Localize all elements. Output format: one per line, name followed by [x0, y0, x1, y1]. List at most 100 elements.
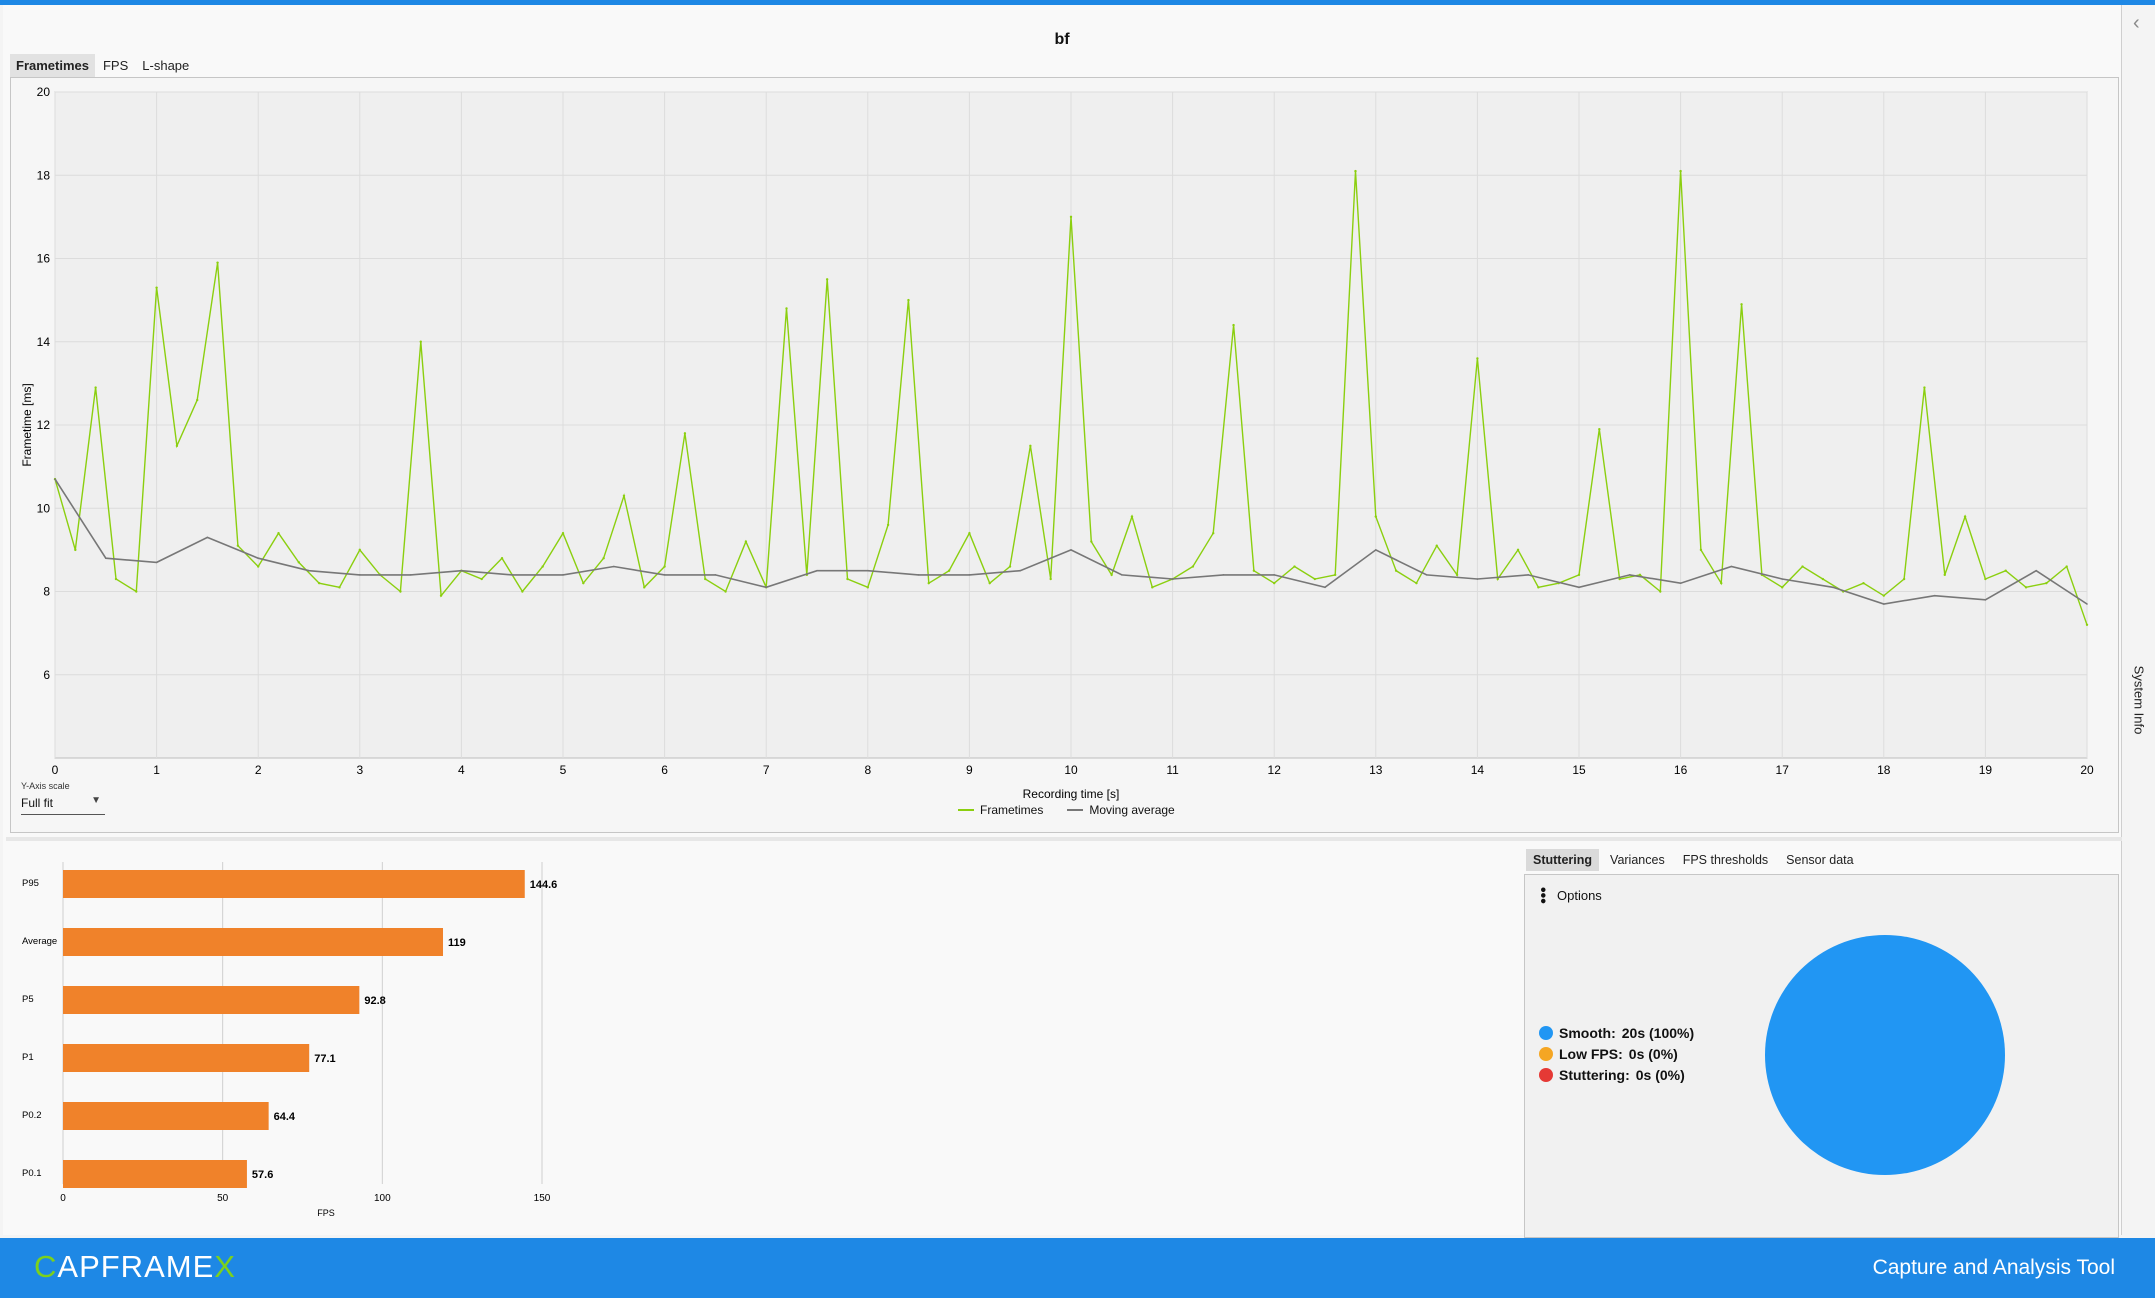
moving-average-point: [1578, 586, 1580, 589]
stuttering-legend: Smooth: 20s (100%) Low FPS: 0s (0%) Stut…: [1539, 1025, 1694, 1088]
frametimes-point: [1029, 444, 1032, 448]
moving-average-point: [359, 574, 361, 576]
tab-fps-thresholds[interactable]: FPS thresholds: [1682, 853, 1769, 867]
moving-average-point: [1375, 549, 1377, 551]
frametimes-point: [1252, 569, 1256, 572]
bar-category-label: P1: [22, 1052, 34, 1063]
fps-bar: [63, 1044, 310, 1072]
moving-average-point: [2086, 603, 2088, 605]
frametimes-point: [1273, 581, 1276, 585]
moving-average-point: [1984, 599, 1987, 601]
frametimes-point: [358, 548, 361, 552]
frametimes-point: [968, 532, 971, 535]
frametimes-point: [704, 577, 707, 581]
y-tick-label: 6: [43, 668, 50, 682]
moving-average-point: [917, 574, 920, 576]
x-tick-label: 20: [2080, 763, 2094, 777]
moving-average-point: [1527, 574, 1529, 576]
frametimes-point: [94, 386, 97, 389]
tab-sensor-data[interactable]: Sensor data: [1786, 853, 1854, 867]
frametimes-point: [1720, 581, 1723, 585]
frametimes-point: [1354, 169, 1357, 173]
moving-average-point: [562, 574, 564, 576]
frametimes-point: [1191, 565, 1195, 568]
moving-average-point: [1070, 549, 1072, 551]
frametime-legend: Frametimes Moving average: [958, 803, 1175, 817]
x-tick-label: 9: [966, 763, 973, 777]
frametimes-point: [785, 307, 788, 310]
system-info-toggle[interactable]: System Info: [2126, 666, 2152, 735]
frametimes-point: [988, 581, 991, 585]
bar-x-tick-label: 100: [374, 1193, 391, 1204]
x-tick-label: 3: [356, 763, 363, 777]
right-rail: [2122, 5, 2155, 1235]
frametimes-point: [419, 340, 422, 343]
fps-bar: [63, 1160, 247, 1188]
legend-label-moving-average: Moving average: [1089, 803, 1175, 817]
legend-label-low-fps: Low FPS:: [1559, 1046, 1623, 1062]
frametimes-point: [927, 581, 930, 585]
bar-x-tick-label: 150: [534, 1193, 551, 1204]
y-axis-scale-dropdown[interactable]: Full fit ▼: [21, 795, 105, 815]
tab-stuttering[interactable]: Stuttering: [1526, 849, 1600, 871]
bar-category-label: P0.1: [22, 1168, 42, 1179]
moving-average-point: [1019, 569, 1021, 572]
frametimes-point: [846, 577, 849, 581]
bar-category-label: P95: [22, 878, 39, 889]
frametimes-point: [1984, 577, 1987, 581]
moving-average-point: [1781, 578, 1783, 580]
frametimes-point: [317, 581, 321, 585]
moving-average-point: [206, 536, 209, 539]
options-button[interactable]: ••• Options: [1534, 887, 1602, 904]
x-tick-label: 5: [560, 763, 567, 777]
frametimes-point: [1069, 215, 1073, 219]
y-axis-title: Frametime [ms]: [20, 383, 34, 466]
frametimes-point: [1659, 590, 1662, 593]
frametimes-point: [602, 557, 605, 560]
y-tick-label: 12: [37, 418, 51, 432]
legend-item-low-fps: Low FPS: 0s (0%): [1539, 1046, 1694, 1062]
moving-average-point: [1425, 574, 1428, 576]
moving-average-point: [714, 574, 717, 576]
capframex-logo: CAPFRAMEX: [34, 1249, 236, 1285]
moving-average-point: [1171, 578, 1174, 580]
moving-average-point: [105, 557, 107, 559]
frametime-chart: 0 1 2 3 4 5 6 7 8 9 10 11 12 13 14 15 16 17 18 19 20 6 8 10 12 14…: [10, 77, 2119, 833]
moving-average-point: [1222, 574, 1225, 576]
moving-average-point: [968, 574, 971, 576]
moving-average-point: [1883, 603, 1885, 605]
moving-average-point: [1324, 586, 1326, 589]
frametimes-point: [1923, 386, 1926, 389]
frametimes-point: [1882, 594, 1886, 597]
moving-average-point: [613, 565, 615, 568]
tab-variances[interactable]: Variances: [1610, 853, 1665, 867]
fps-bar: [63, 986, 360, 1014]
frametimes-point: [1781, 586, 1784, 589]
chart-title: bf: [1054, 31, 1070, 48]
x-tick-label: 13: [1369, 763, 1383, 777]
frametimes-point: [175, 444, 179, 448]
bar-category-label: P5: [22, 994, 34, 1005]
stats-tabs: Stuttering Variances FPS thresholds Sens…: [1526, 849, 1861, 871]
frametimes-point: [2004, 569, 2007, 572]
x-tick-label: 7: [763, 763, 770, 777]
legend-dot-stuttering: [1539, 1068, 1553, 1082]
moving-average-point: [1730, 565, 1733, 568]
bar-x-tick-label: 0: [60, 1193, 66, 1204]
x-axis-title: Recording time [s]: [1023, 787, 1120, 801]
frametimes-point: [744, 540, 748, 543]
chart-tabs: Frametimes FPS L-shape: [10, 54, 195, 77]
frametimes-point: [825, 278, 829, 281]
x-tick-label: 4: [458, 763, 465, 777]
chevron-left-icon[interactable]: ‹: [2133, 12, 2140, 34]
legend-swatch-frametimes: [958, 809, 974, 811]
bar-x-axis-title: FPS: [317, 1208, 335, 1218]
tab-fps[interactable]: FPS: [102, 58, 129, 73]
panel-divider[interactable]: [6, 837, 2124, 841]
x-tick-label: 12: [1268, 763, 1282, 777]
moving-average-point: [1933, 594, 1936, 597]
tab-frametimes[interactable]: Frametimes: [10, 54, 95, 77]
frametimes-point: [1577, 573, 1581, 577]
tab-l-shape[interactable]: L-shape: [142, 58, 190, 73]
x-tick-label: 1: [153, 763, 160, 777]
